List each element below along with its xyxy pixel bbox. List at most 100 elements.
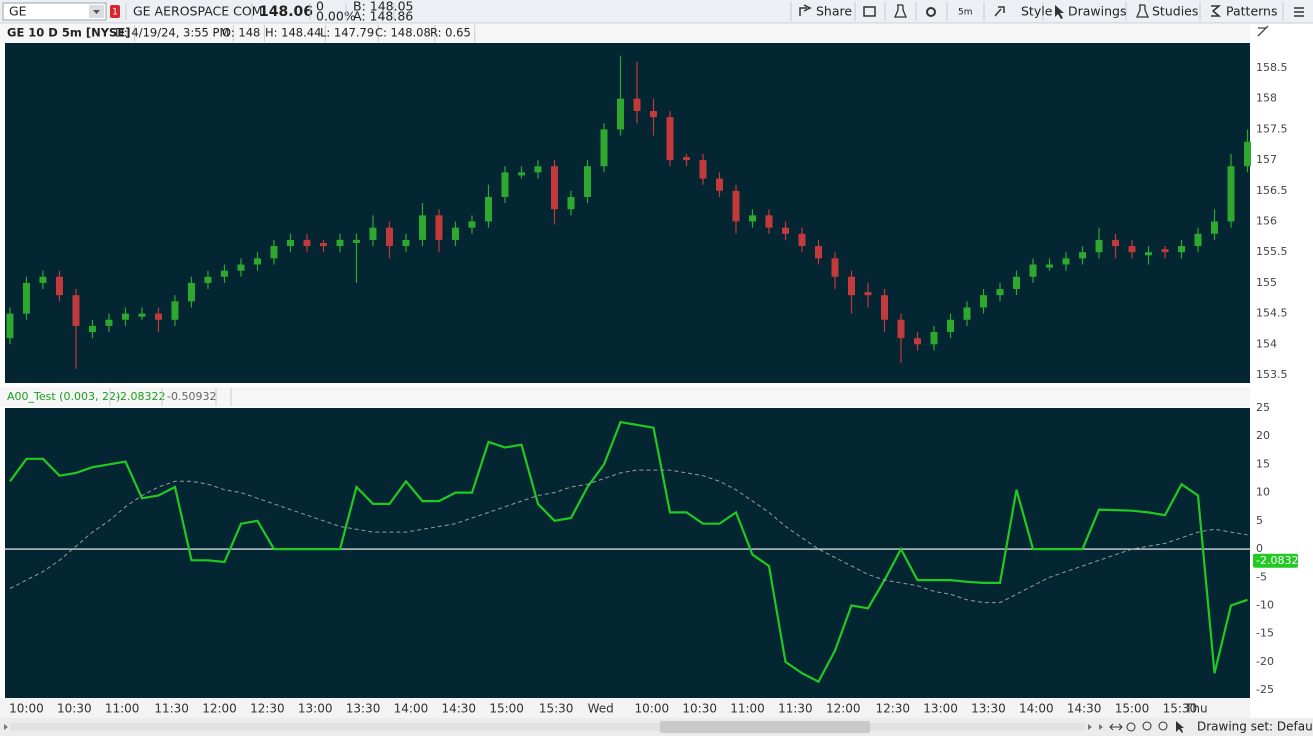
candle-body	[1161, 249, 1169, 253]
toolbar-button[interactable]: Patterns	[1226, 4, 1277, 19]
time-tick-label: 15:30	[539, 702, 574, 716]
time-tick-label: 15:00	[489, 702, 524, 716]
snapshot-icon[interactable]	[863, 6, 876, 17]
candle-body	[1062, 258, 1070, 265]
scroll-thumb[interactable]	[660, 721, 870, 733]
info-item: GE 10 D 5m [NYSE]	[7, 26, 130, 40]
candle-body	[748, 215, 756, 222]
axis-tool-icon[interactable]	[1257, 25, 1269, 37]
candle-body	[732, 190, 740, 222]
time-tick-label: 14:30	[441, 702, 476, 716]
candle-body	[980, 295, 988, 308]
last-value-badge	[1253, 553, 1298, 568]
time-tick-label: 12:00	[826, 702, 861, 716]
center-icon[interactable]	[1126, 722, 1136, 732]
price-tick-label: 155	[1256, 276, 1277, 289]
candle-body	[138, 313, 146, 317]
candle-body	[864, 292, 872, 296]
study-line	[9, 420, 1248, 684]
candle-body	[270, 246, 278, 259]
candle-body	[715, 178, 723, 191]
drawing-set[interactable]: Drawing set: Default	[1197, 720, 1313, 734]
price-tick-label: 158.5	[1256, 61, 1288, 74]
candle-body	[220, 270, 228, 277]
candle-body	[517, 172, 525, 176]
time-tick-label: 14:00	[394, 702, 429, 716]
time-axis	[0, 698, 1250, 718]
candle-body	[352, 239, 360, 243]
study-tick-label: -15	[1256, 627, 1274, 640]
alert-badge[interactable]	[110, 5, 120, 18]
study-tick-label: -5	[1256, 570, 1267, 583]
candle-body	[72, 295, 80, 326]
menu-icon[interactable]	[1294, 7, 1304, 17]
study-tick-label: 25	[1256, 401, 1270, 414]
study-tick-label: -10	[1256, 598, 1274, 611]
time-tick-label: 15:00	[1115, 702, 1150, 716]
time-tick-label: Thu	[1184, 702, 1208, 716]
studies-icon[interactable]	[1136, 4, 1149, 18]
time-tick-label: 11:00	[105, 702, 140, 716]
last-value-label: -2.0832	[1256, 554, 1298, 567]
candle-body	[1244, 141, 1252, 167]
time-tick-label: 10:00	[9, 702, 44, 716]
info-item: C: 148.08	[375, 26, 431, 40]
share-icon[interactable]	[799, 4, 812, 16]
time-tick-label: 13:00	[923, 702, 958, 716]
study-header	[0, 387, 1250, 407]
scroll-track[interactable]	[10, 723, 1085, 731]
candle-body	[814, 246, 822, 259]
settings-icon[interactable]	[926, 7, 936, 17]
candle-body	[121, 313, 129, 320]
signal-line	[9, 469, 1248, 604]
info-item: L: 147.79	[320, 26, 374, 40]
candle-body	[798, 233, 806, 247]
candle-body	[914, 338, 922, 345]
toolbar-button[interactable]: Drawings	[1068, 4, 1127, 19]
candle-body	[418, 215, 426, 240]
toolbar-button[interactable]: Studies	[1152, 4, 1198, 19]
flask-icon[interactable]	[894, 4, 907, 18]
timeframe[interactable]: 5m	[958, 8, 973, 18]
candle-body	[699, 160, 707, 179]
expand-icon[interactable]	[1109, 723, 1123, 731]
last-price: 148.06	[259, 4, 313, 20]
toolbar-button[interactable]: Style	[1021, 4, 1053, 19]
toolbar-button[interactable]: Share	[816, 4, 852, 19]
candle-body	[682, 157, 690, 161]
candle-body	[1013, 276, 1021, 290]
price-tick-label: 156.5	[1256, 184, 1288, 197]
candle-body	[39, 276, 47, 283]
study-tick-label: 0	[1256, 542, 1263, 555]
zoom-out-icon[interactable]	[1158, 721, 1168, 731]
price-axis	[1250, 24, 1313, 698]
candle-body	[22, 282, 30, 314]
patterns-icon[interactable]	[1211, 5, 1222, 17]
candle-body	[1112, 239, 1120, 247]
candle-body	[6, 313, 14, 339]
info-item: R: 0.65	[430, 26, 471, 40]
candle-body	[171, 301, 179, 320]
candle-body	[881, 295, 889, 320]
price-tick-label: 158	[1256, 92, 1277, 105]
time-tick-label: 12:00	[202, 702, 237, 716]
drawings-icon[interactable]	[1055, 5, 1064, 19]
study-tick-label: 10	[1256, 486, 1270, 499]
zoom-in-icon[interactable]	[1142, 721, 1152, 731]
price-tick-label: 157	[1256, 153, 1277, 166]
symbol-box[interactable]	[2, 2, 107, 21]
study-tick-label: 15	[1256, 457, 1270, 470]
candle-body	[633, 98, 641, 111]
style-icon[interactable]	[994, 6, 1005, 17]
cursor-icon[interactable]	[1176, 721, 1184, 733]
info-item: O: 148	[222, 26, 260, 40]
time-tick-label: 14:30	[1067, 702, 1102, 716]
candle-body	[765, 215, 773, 228]
candle-body	[1046, 264, 1054, 268]
price-tick-label: 155.5	[1256, 245, 1288, 258]
candle-body	[336, 239, 344, 247]
candle-body	[1095, 239, 1103, 253]
badge-count: 1	[112, 8, 118, 18]
company-name: GE AEROSPACE COM	[133, 4, 263, 19]
price-panel	[5, 43, 1250, 383]
